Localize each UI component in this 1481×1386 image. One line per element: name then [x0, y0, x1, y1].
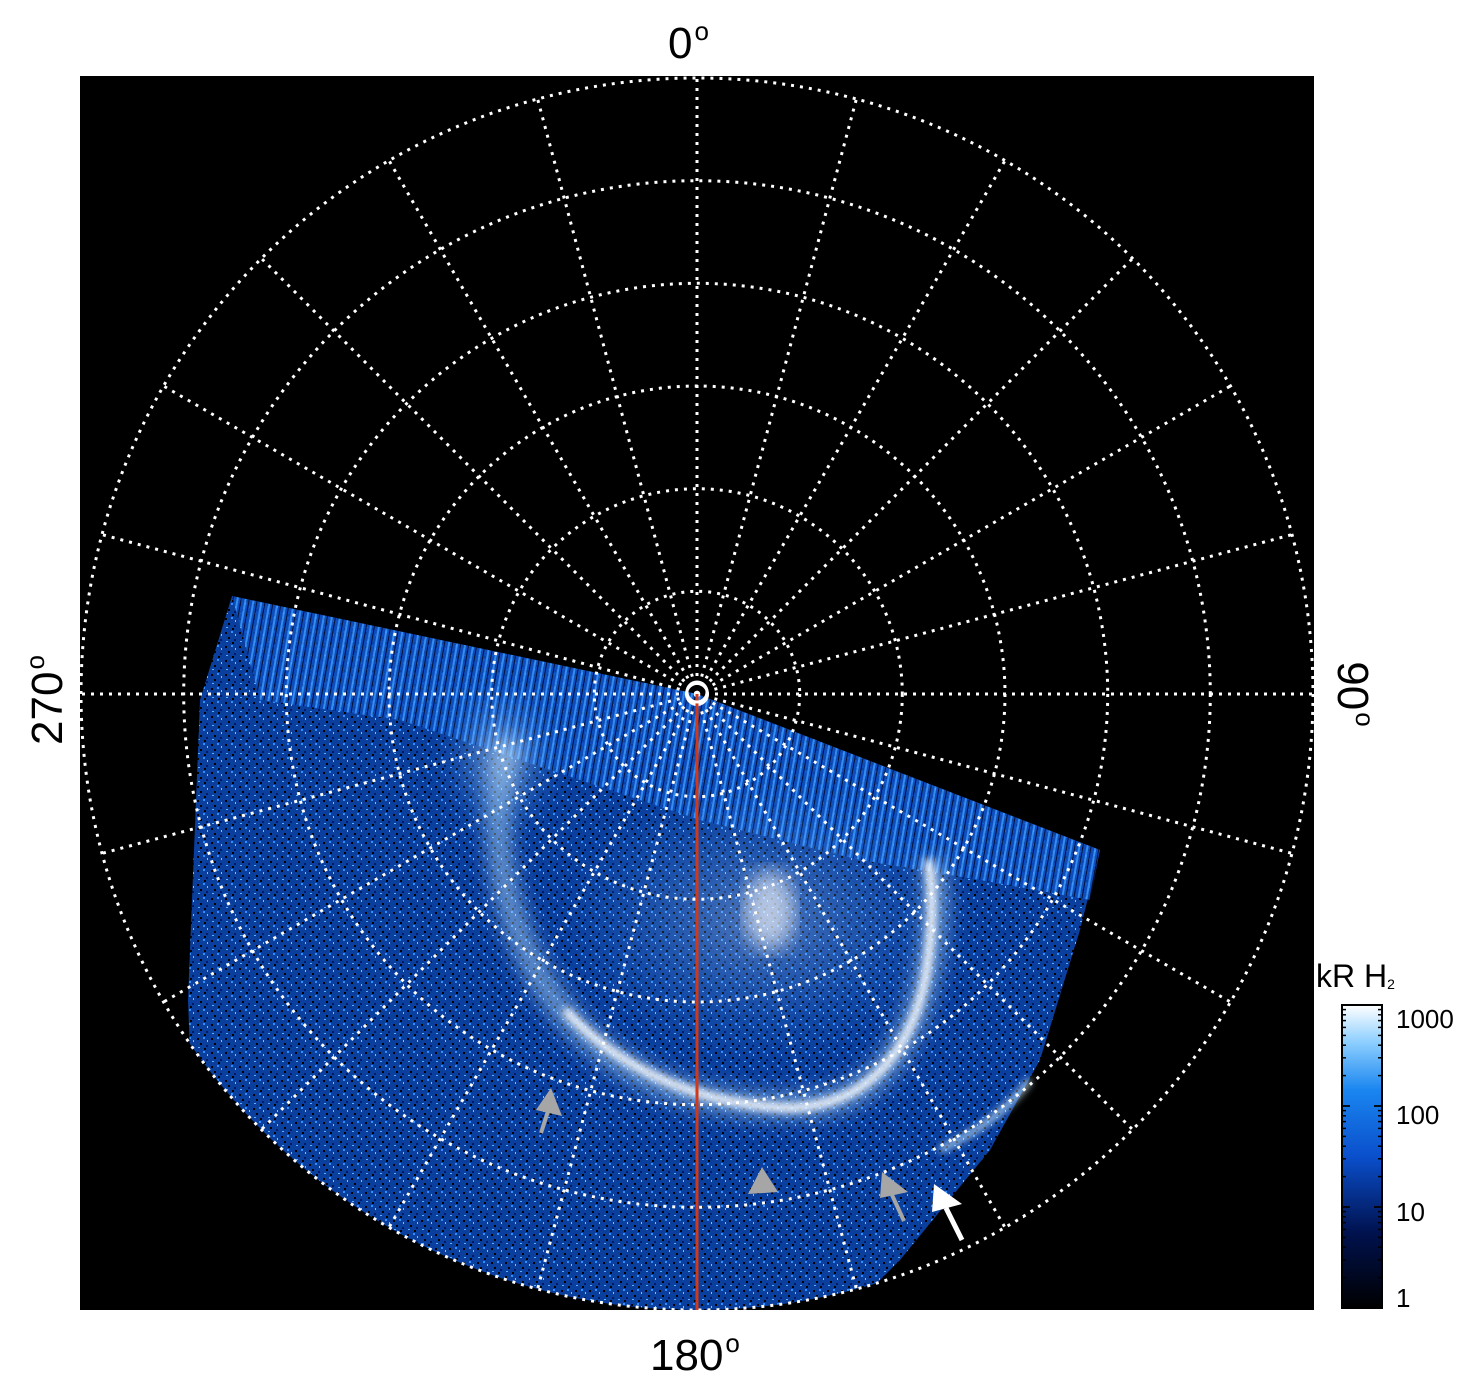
grid-circle: [490, 487, 904, 901]
grid-meridian: [387, 693, 699, 1229]
gray-arrow-3: [880, 1172, 908, 1222]
colorbar-minor-ticks: [1342, 1004, 1382, 1309]
grid-meridian: [162, 384, 698, 696]
grid-meridian: [695, 98, 858, 695]
colorbar-tick-1: 1: [1396, 1283, 1411, 1313]
polar-grid: [80, 76, 1314, 1310]
white-arrow: [932, 1184, 965, 1242]
aurora-swath: [188, 596, 1100, 1310]
angle-label-180: 180o: [650, 1328, 740, 1380]
grid-meridian: [536, 693, 699, 1290]
grid-meridian: [696, 692, 1232, 1004]
grid-meridian: [260, 692, 699, 1131]
colorbar-tick-1000: 1000: [1396, 1004, 1454, 1034]
grid-meridian: [387, 159, 699, 695]
grid-meridian: [696, 692, 1293, 855]
grid-meridian: [101, 692, 698, 855]
grid-meridian: [695, 692, 1134, 1131]
gray-arrow-1: [536, 1088, 562, 1134]
angle-label-0: 0o: [668, 16, 709, 68]
grid-meridian: [696, 533, 1293, 696]
colorbar-title: kR H2: [1316, 958, 1395, 994]
grid-circle: [80, 76, 1314, 1310]
grid-meridian: [101, 533, 698, 696]
grid-meridian: [696, 384, 1232, 696]
colorbar: [1341, 1004, 1383, 1309]
angle-label-270: 270o: [20, 655, 72, 745]
grid-circle: [284, 281, 1110, 1107]
grid-meridian: [162, 692, 698, 1004]
pole-marker: [685, 680, 709, 704]
grid-meridian: [260, 257, 699, 696]
grid-meridian: [695, 159, 1007, 695]
colorbar-tick-10: 10: [1396, 1197, 1425, 1227]
grid-meridian: [695, 257, 1134, 696]
colorbar-tick-100: 100: [1396, 1100, 1440, 1130]
grid-meridian: [695, 693, 1007, 1229]
gray-arrow-2: [748, 1167, 778, 1194]
grid-circle: [592, 589, 802, 799]
angle-label-90: 90o: [1328, 661, 1380, 727]
grid-meridian: [695, 693, 858, 1290]
grid-meridian: [536, 98, 699, 695]
